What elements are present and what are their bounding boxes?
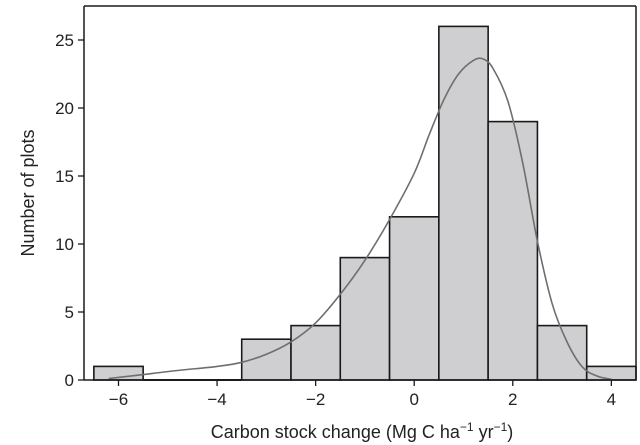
x-axis-title-suffix: ) (507, 422, 513, 442)
x-tick-label: 4 (607, 390, 616, 409)
histogram-bar (291, 326, 340, 380)
x-tick-label: −6 (109, 390, 128, 409)
x-axis-title-prefix: Carbon stock change (Mg C ha (211, 422, 461, 442)
x-axis-title: Carbon stock change (Mg C ha−1 yr−1) (211, 420, 514, 442)
x-axis-title-middle: yr (474, 422, 494, 442)
y-tick-label: 20 (55, 99, 74, 118)
histogram-bar (488, 122, 537, 380)
histogram-bars (94, 26, 636, 380)
y-axis-title: Number of plots (18, 129, 38, 256)
y-tick-label: 25 (55, 31, 74, 50)
histogram-bar (537, 326, 586, 380)
histogram-bar (439, 26, 488, 380)
x-tick-label: −2 (306, 390, 325, 409)
histogram-bar (587, 366, 636, 380)
y-tick-label: 10 (55, 235, 74, 254)
y-axis-ticks: 0 5 10 15 20 25 (55, 31, 84, 390)
histogram-bar (390, 217, 439, 380)
x-tick-label: 0 (409, 390, 418, 409)
y-tick-label: 5 (65, 303, 74, 322)
x-tick-label: −4 (207, 390, 226, 409)
x-axis-ticks: −6 −4 −2 0 2 4 (109, 380, 616, 409)
y-tick-label: 15 (55, 167, 74, 186)
x-tick-label: 2 (508, 390, 517, 409)
x-axis-title-exp1: −1 (460, 420, 474, 434)
histogram-bar (340, 258, 389, 380)
y-tick-label: 0 (65, 371, 74, 390)
x-axis-title-exp2: −1 (494, 420, 508, 434)
